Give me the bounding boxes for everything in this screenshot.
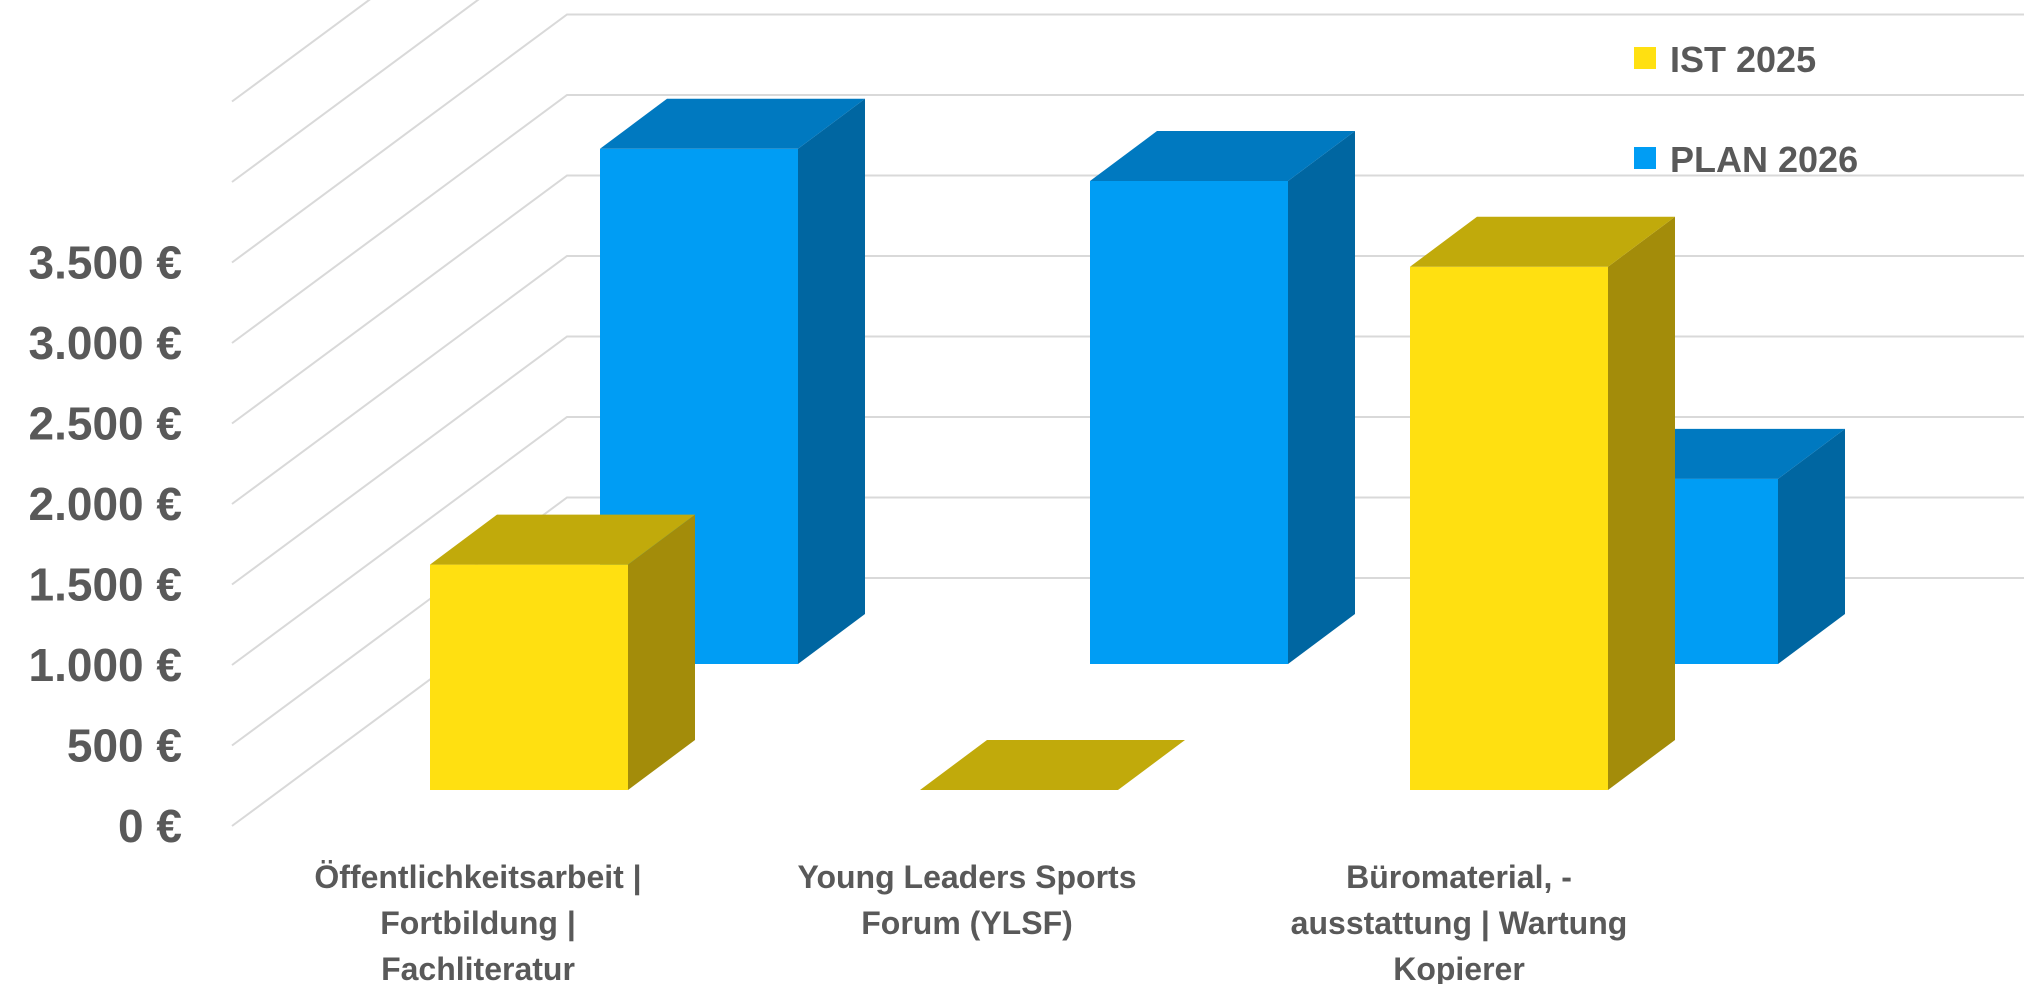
category-label: Öffentlichkeitsarbeit | Fortbildung | Fach…	[314, 859, 641, 984]
gridline	[231, 0, 480, 183]
y-tick-label: 2.000 €	[29, 478, 182, 530]
y-axis-tick-labels: 0 € 500 € 1.000 € 1.500 € 2.000 € 2.500 € 3.00…	[29, 237, 182, 853]
bar-front-face	[1410, 266, 1608, 790]
gridline	[231, 13, 2024, 264]
bar	[430, 514, 695, 790]
y-tick-label: 1.000 €	[29, 639, 182, 691]
bar-side-face	[628, 514, 695, 790]
y-tick-label: 3.000 €	[29, 317, 182, 369]
bar-top-face	[920, 740, 1185, 790]
y-tick-label: 2.500 €	[29, 398, 182, 450]
bars	[430, 98, 1845, 790]
gridline	[231, 0, 371, 103]
bar	[1410, 216, 1675, 790]
y-tick-label: 1.500 €	[29, 559, 182, 611]
y-tick-label: 0 €	[118, 800, 182, 852]
bar-side-face	[1608, 216, 1675, 790]
bar-top-face	[600, 98, 865, 149]
bar-top-face	[430, 514, 695, 565]
bar-front-face	[430, 564, 628, 790]
legend-swatch	[1634, 147, 1656, 169]
bar-top-face	[1090, 131, 1355, 181]
y-tick-label: 500 €	[67, 720, 182, 772]
bar	[1090, 131, 1355, 664]
category-label: Büromaterial, -ausstattung | Wartung Kopi…	[1291, 859, 1628, 984]
legend-label: PLAN 2026	[1670, 139, 1858, 180]
gridline	[231, 174, 2024, 425]
bar-side-face	[1288, 131, 1355, 664]
bar-side-face	[798, 98, 865, 665]
category-labels: Öffentlichkeitsarbeit | Fortbildung | Fach…	[314, 859, 1627, 984]
gridline	[231, 94, 2024, 344]
bar-front-face	[1090, 181, 1288, 664]
bar-side-face	[1778, 428, 1845, 664]
gridlines	[231, 0, 2024, 827]
bar-top-face	[1410, 216, 1675, 267]
y-tick-label: 3.500 €	[29, 237, 182, 289]
legend: IST 2025 PLAN 2026	[1634, 39, 1858, 180]
category-label: Young Leaders Sports Forum (YLSF)	[797, 859, 1136, 941]
legend-label: IST 2025	[1670, 39, 1816, 80]
legend-swatch	[1634, 47, 1656, 69]
bar	[920, 740, 1185, 790]
